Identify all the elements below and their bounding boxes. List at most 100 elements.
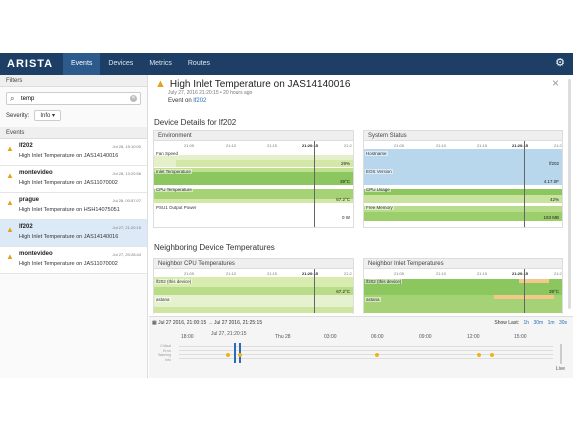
event-device: montevideo <box>19 170 53 176</box>
panel-title: System Status <box>364 131 562 141</box>
event-dot[interactable] <box>490 353 494 357</box>
system-status-panel: System Status 21:05 21:10 21:15 21:20:15… <box>363 130 563 228</box>
status-row-hostname: Hostname lf202 <box>364 149 562 168</box>
status-label: CPU Usage <box>365 187 391 192</box>
tab-metrics[interactable]: Metrics <box>149 60 172 67</box>
metric-row-cpu-temperature: CPU Temperature 67.2°C <box>154 186 353 204</box>
top-margin <box>0 0 573 53</box>
event-device: montevideo <box>19 251 53 257</box>
neighbor-label: lf202 (this device) <box>365 279 403 284</box>
severity-dropdown[interactable]: Info ▾ <box>34 110 62 121</box>
tick-label: 21:15 <box>477 143 488 148</box>
clear-search-icon[interactable]: ✕ <box>130 95 137 102</box>
event-device: lf202 <box>19 143 33 149</box>
status-area <box>364 167 562 185</box>
severity-label: Severity: <box>6 112 30 119</box>
metric-area <box>519 279 549 283</box>
scrollbar[interactable] <box>568 79 571 309</box>
event-dot[interactable] <box>238 353 242 357</box>
severity-lane <box>179 346 553 347</box>
range-to: Jul 27 2016, 21:25:15 <box>214 320 263 326</box>
event-message: High Inlet Temperature on HSH14075051 <box>19 207 120 213</box>
timeline-tick: 18:00 <box>181 334 194 340</box>
tick-label: 21:05 <box>394 271 405 276</box>
show-last-1h[interactable]: 1h <box>523 320 530 326</box>
tick-label: 21:10 <box>436 143 447 148</box>
event-timestamp: July 27, 2016 21:20:15 • 20 hours ago <box>168 90 253 96</box>
caret-down-icon: ▾ <box>52 113 56 119</box>
severity-level: Warning <box>158 353 171 357</box>
calendar-icon: ▦ <box>152 320 157 326</box>
tick-label: 21:15 <box>267 143 278 148</box>
show-last-controls: Show Last: 1h 30m 1m 30s <box>494 320 567 326</box>
show-last-30s[interactable]: 30s <box>558 320 567 326</box>
live-slider[interactable] <box>560 344 562 364</box>
event-device: prague <box>19 197 40 203</box>
metric-area <box>364 212 562 221</box>
gear-icon[interactable]: ⚙ <box>555 57 565 69</box>
tick-label: 21:05 <box>184 143 195 148</box>
metric-area <box>154 307 353 313</box>
live-label: Live <box>555 366 565 372</box>
device-link[interactable]: lf202 <box>193 98 207 104</box>
timeline-tick: 12:00 <box>467 334 480 340</box>
event-time: Jul 28, 00:57:07 <box>112 198 141 203</box>
severity-lane <box>179 354 553 355</box>
timeline-range: ▦ Jul 27 2016, 21:00:15 → Jul 27 2016, 2… <box>152 320 262 326</box>
status-row-free-memory: Free Memory 193 MB <box>364 204 562 222</box>
show-last-1m[interactable]: 1m <box>547 320 555 326</box>
severity-level: Info <box>165 357 171 362</box>
event-list-item-selected[interactable]: ▲ lf202 Jul 27, 21:20:15 High Inlet Temp… <box>0 220 147 247</box>
tick-label: 21:2 <box>554 271 562 276</box>
metric-area <box>154 287 353 295</box>
timeline-tick-current: Jul 27, 21:20:15 <box>211 331 247 337</box>
metric-area <box>154 168 353 185</box>
filters-header: Filters <box>0 75 147 87</box>
tab-routes[interactable]: Routes <box>187 60 211 67</box>
event-message: High Inlet Temperature on JAS14140016 <box>19 153 119 159</box>
neighbor-inlet-panel: Neighbor Inlet Temperatures 21:05 21:10 … <box>363 258 563 314</box>
metric-label: CPU Temperature <box>155 187 193 192</box>
event-dot[interactable] <box>375 353 379 357</box>
time-axis: 21:05 21:10 21:15 21:20:15 21:2 <box>154 269 353 278</box>
status-label: Free Memory <box>365 205 394 210</box>
event-list-item[interactable]: ▲ montevideo Jul 28, 13:20:56 High Inlet… <box>0 166 147 193</box>
warning-icon: ▲ <box>6 252 14 261</box>
event-list-item[interactable]: ▲ prague Jul 28, 00:57:07 High Inlet Tem… <box>0 193 147 220</box>
top-navbar: ARISTA Events Devices Metrics Routes ⚙ <box>0 53 573 75</box>
warning-icon: ▲ <box>155 78 166 90</box>
panel-title: Neighbor Inlet Temperatures <box>364 259 562 269</box>
tab-devices[interactable]: Devices <box>108 60 134 67</box>
search-input[interactable] <box>21 94 131 103</box>
neighbor-value: 39°C <box>548 289 559 294</box>
event-list-item[interactable]: ▲ montevideo Jul 27, 20:28:44 High Inlet… <box>0 247 147 274</box>
show-last-30m[interactable]: 30m <box>533 320 544 326</box>
event-title: High Inlet Temperature on JAS14140016 <box>169 78 351 90</box>
time-axis: 21:05 21:10 21:15 21:20:15 21:2 <box>364 269 562 278</box>
close-icon[interactable]: × <box>551 76 559 90</box>
status-row-cpu-usage: CPU Usage 42% <box>364 186 562 204</box>
tick-label-current: 21:20:15 <box>512 143 529 148</box>
tick-label: 21:2 <box>554 143 562 148</box>
metric-area <box>154 199 353 203</box>
status-label: Hostname <box>365 151 388 156</box>
metric-row-fan-speed: Fan Speed 29% <box>154 150 353 168</box>
neighbor-label: lf202 (this device) <box>155 279 193 284</box>
event-time: Jul 27, 21:20:15 <box>112 225 141 230</box>
timeline-tick: 06:00 <box>371 334 384 340</box>
tab-events[interactable]: Events <box>63 53 101 75</box>
event-dot[interactable] <box>226 353 230 357</box>
warning-icon: ▲ <box>6 225 14 234</box>
event-dot[interactable] <box>477 353 481 357</box>
event-message: High Inlet Temperature on JAS11070002 <box>19 261 118 267</box>
event-list-item[interactable]: ▲ lf202 Jul 28, 15:10:00 High Inlet Temp… <box>0 139 147 166</box>
timeline-range-start-handle[interactable] <box>234 343 236 363</box>
event-timeline: ▦ Jul 27 2016, 21:00:15 → Jul 27 2016, 2… <box>149 316 573 378</box>
neighbor-row-this-device: lf202 (this device) 39°C <box>364 278 562 296</box>
metric-value: 39°C <box>339 179 350 184</box>
tick-label: 21:15 <box>267 271 278 276</box>
bottom-margin <box>0 378 573 430</box>
event-message: High Inlet Temperature on JAS11070002 <box>19 180 118 186</box>
metric-area <box>176 160 353 167</box>
metric-area <box>364 295 562 313</box>
